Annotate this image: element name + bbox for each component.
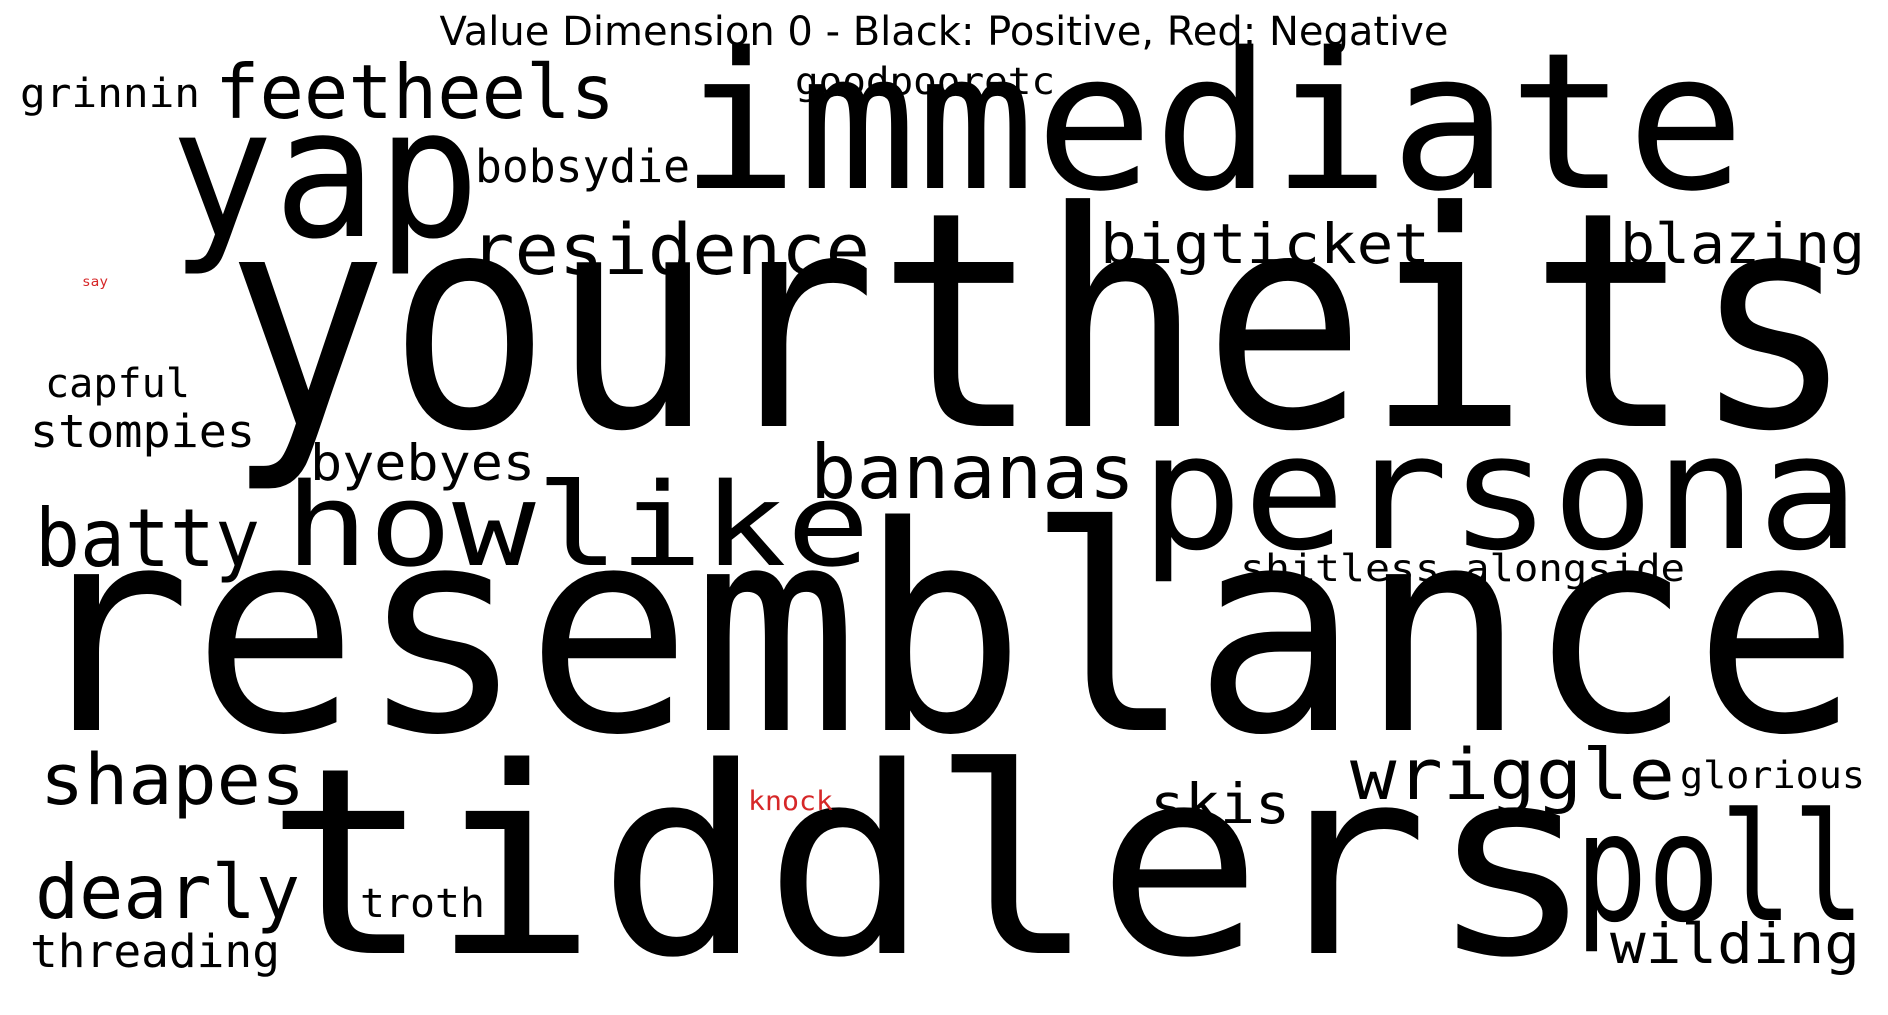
word-residence: residence	[470, 209, 870, 292]
word-shapes: shapes	[40, 739, 305, 822]
word-blazing: blazing	[1620, 212, 1865, 277]
word-howlike: howlike	[285, 458, 870, 593]
word-resemblance: resemblance	[25, 466, 1860, 799]
word-tiddlers: tiddlers	[265, 712, 1595, 1015]
word-batty: batty	[35, 491, 260, 585]
word-knock: knock	[748, 786, 833, 818]
word-dearly: dearly	[35, 847, 300, 936]
word-bananas: bananas	[810, 427, 1135, 516]
word-threading: threading	[30, 924, 280, 978]
chart-title: Value Dimension 0 - Black: Positive, Red…	[439, 9, 1449, 55]
word-byebyes: byebyes	[310, 434, 535, 492]
word-immediate: immediate	[680, 12, 1745, 234]
word-grinnin: grinnin	[20, 71, 200, 118]
word-troth: troth	[360, 881, 485, 928]
word-glorious: glorious	[1680, 753, 1865, 797]
word-say: say	[82, 275, 108, 291]
word-stompies: stompies	[30, 404, 256, 458]
word-bobsydie: bobsydie	[475, 139, 690, 193]
word-poll: poll	[1575, 782, 1865, 956]
word-yourtheits: yourtheits	[225, 148, 1855, 497]
word-alongside: alongside	[1465, 546, 1685, 590]
word-skis: skis	[1150, 772, 1290, 837]
word-feetheels: feetheels	[215, 47, 615, 136]
word-bigticket: bigticket	[1100, 212, 1430, 277]
word-persona: persona	[1140, 398, 1860, 586]
word-shitless: shitless	[1240, 546, 1440, 590]
word-yap: yap	[170, 69, 480, 279]
word-capful: capful	[45, 361, 190, 408]
word-wilding: wilding	[1610, 912, 1860, 977]
word-wriggle: wriggle	[1350, 734, 1675, 817]
word-goodpooretc: goodpooretc	[795, 59, 1055, 103]
